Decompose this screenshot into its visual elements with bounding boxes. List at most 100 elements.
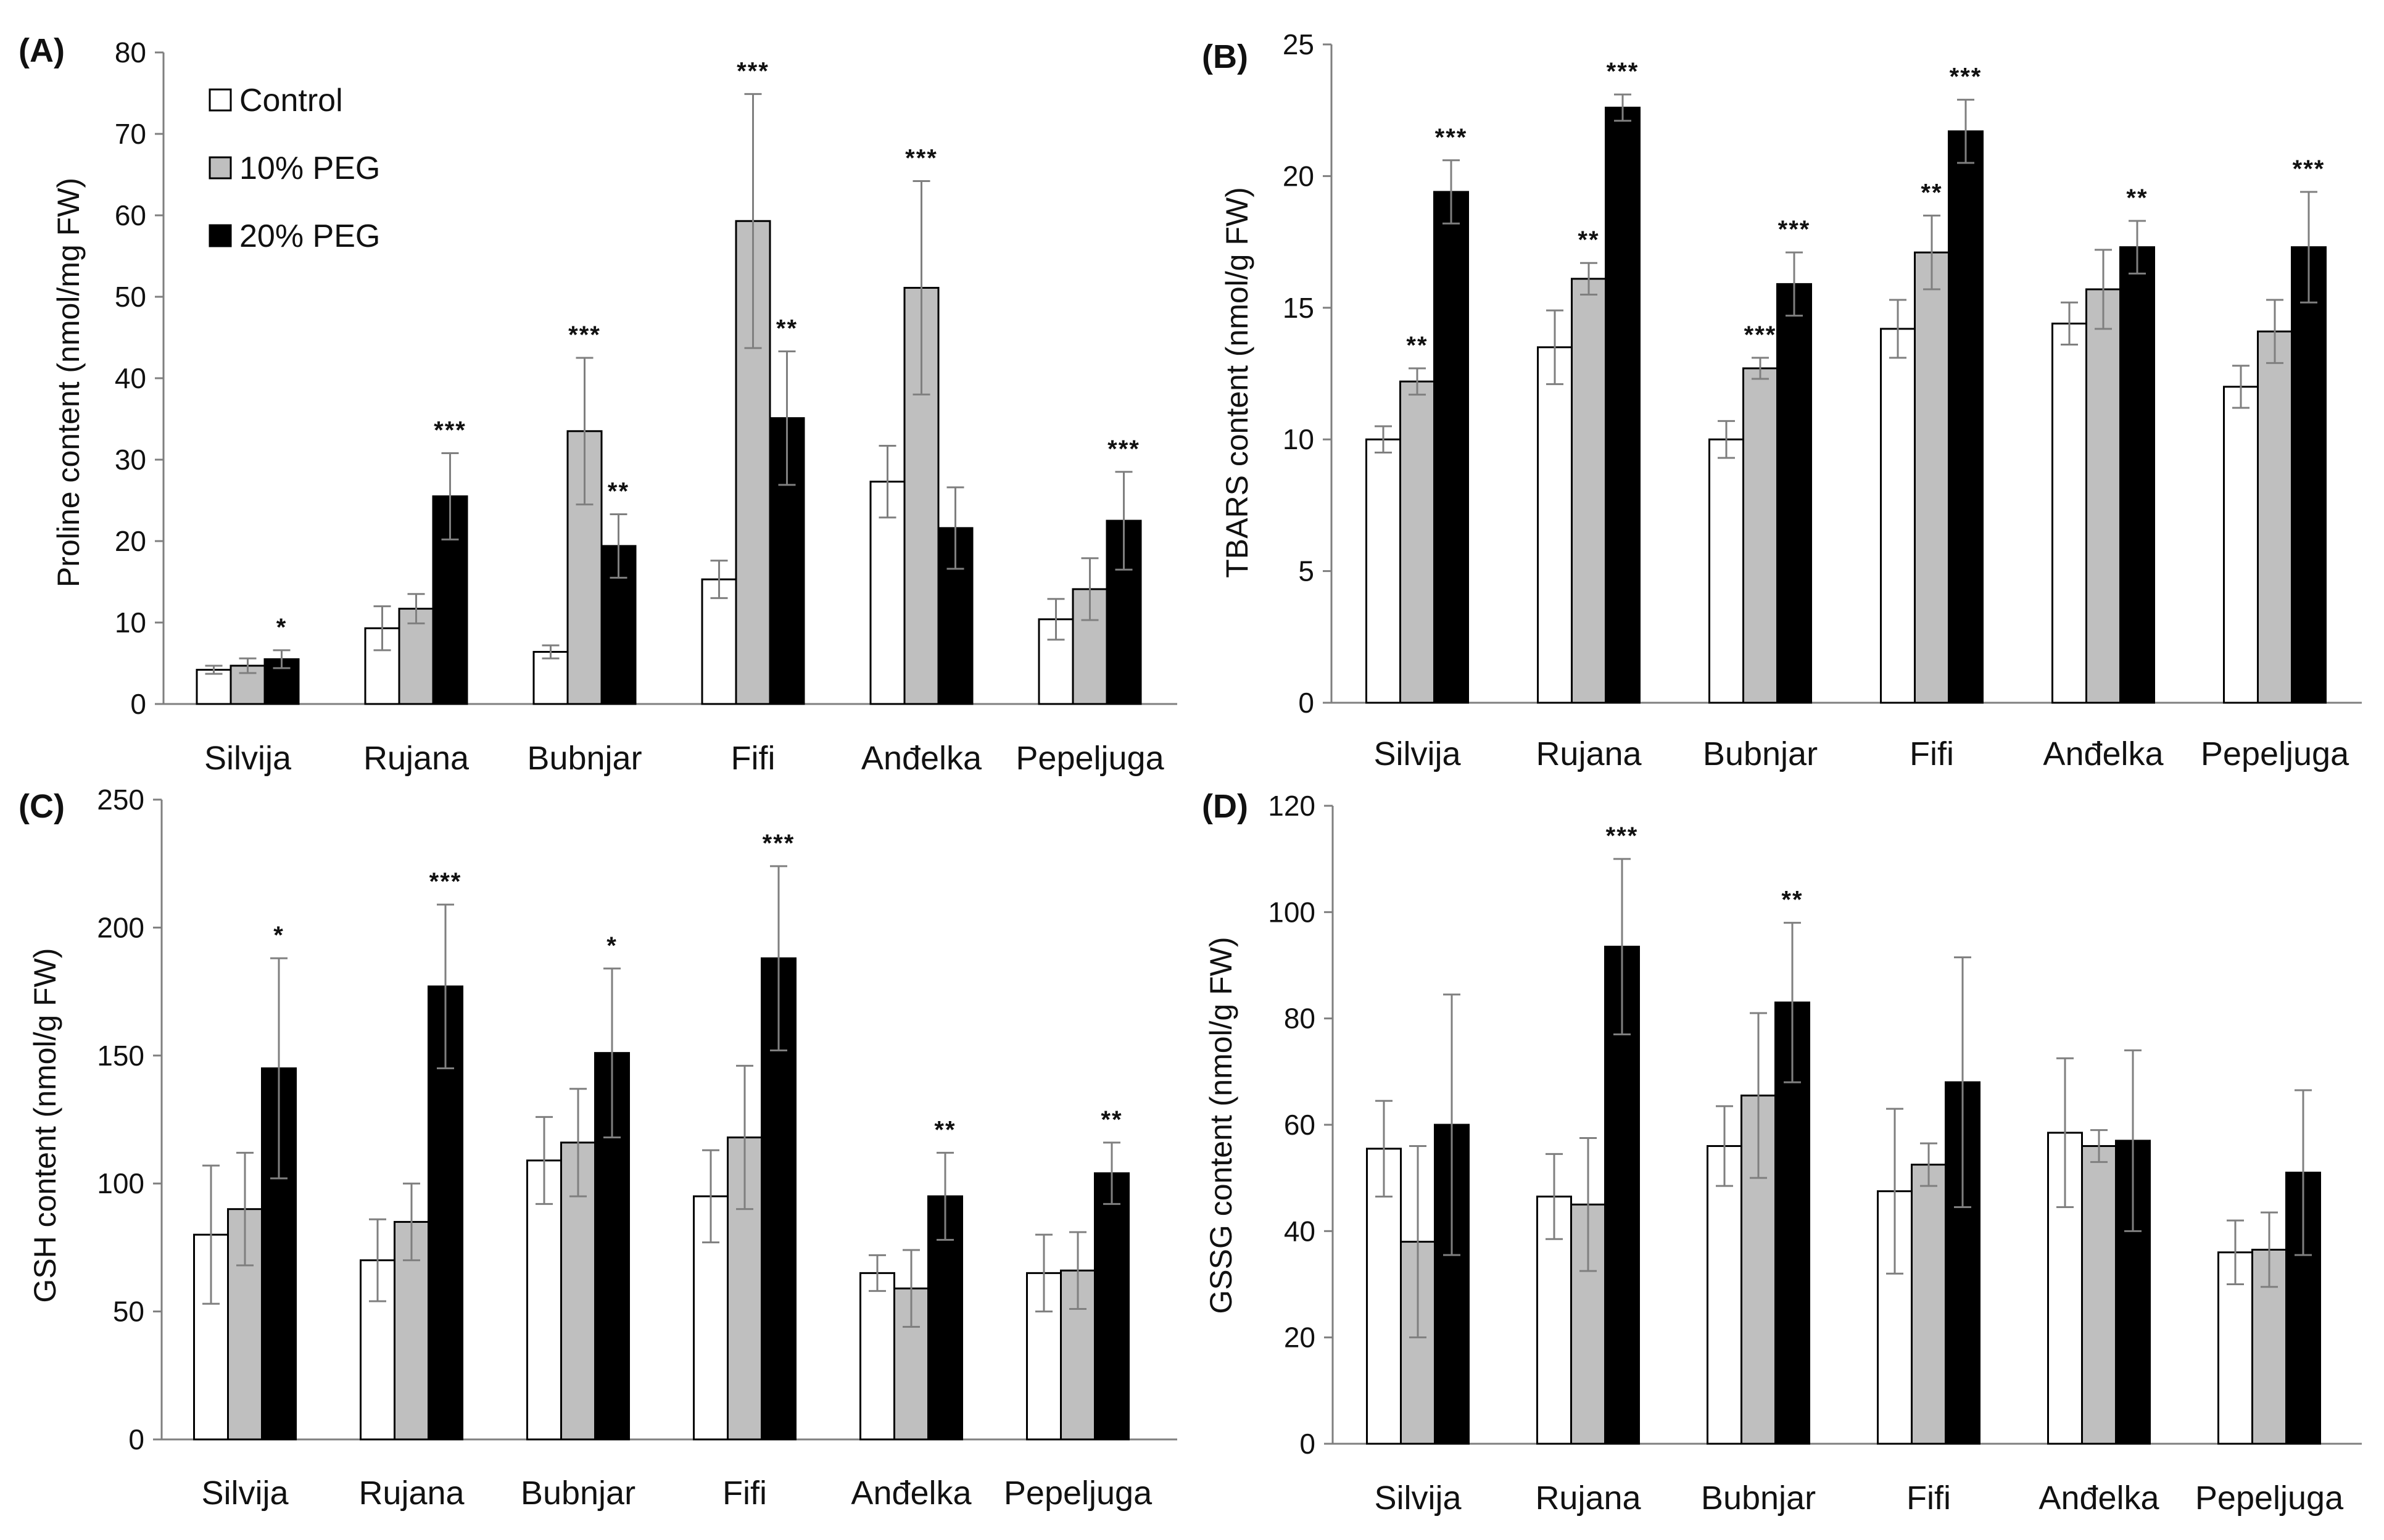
y-tick-label: 0 — [128, 1423, 144, 1455]
panel-b: (B) TBARS content (nmol/g FW) 0 5 10 15 20 25… — [1202, 28, 2362, 772]
significance-label: *** — [429, 868, 462, 895]
y-tick-label: 10 — [115, 606, 146, 639]
y-tick-label: 120 — [1268, 790, 1315, 822]
category-label: Silvija — [1373, 735, 1461, 772]
panel-c-tag: (C) — [19, 788, 65, 825]
significance-label: ** — [1921, 179, 1942, 206]
significance-label: *** — [1744, 321, 1777, 349]
category-label: Fifi — [722, 1475, 767, 1512]
y-tick-label: 150 — [97, 1040, 144, 1072]
category-label: Pepeljuga — [2195, 1480, 2344, 1517]
panel-c-y-axis-title: GSH content (nmol/g FW) — [28, 948, 62, 1302]
category-label: Anđelka — [851, 1475, 972, 1512]
significance-label: *** — [905, 145, 938, 172]
significance-label: * — [606, 932, 618, 959]
panel-b-tag: (B) — [1202, 38, 1248, 75]
significance-label: *** — [1107, 436, 1140, 463]
category-label: Pepeljuga — [1004, 1475, 1153, 1512]
y-tick-label: 50 — [115, 281, 146, 313]
significance-label: *** — [763, 830, 795, 857]
category-label: Pepeljuga — [2201, 735, 2349, 772]
category-label: Bubnjar — [1703, 735, 1818, 772]
significance-label: ** — [934, 1116, 956, 1143]
bar-10-peg — [1914, 251, 1950, 704]
y-tick-label: 0 — [130, 688, 146, 720]
panel-d: (D) GSSG content (nmol/g FW) 0 20 40 60 80 10… — [1202, 788, 2362, 1517]
bar-control — [701, 578, 737, 705]
bar-control — [2217, 1251, 2253, 1445]
significance-label: *** — [434, 416, 466, 444]
bar-control — [1880, 328, 1916, 704]
bar-10-peg — [1911, 1164, 1947, 1445]
bar-control — [196, 669, 232, 705]
significance-label: ** — [776, 315, 798, 342]
category-label: Bubnjar — [521, 1475, 635, 1512]
significance-label: * — [276, 614, 288, 641]
y-tick-label: 0 — [1298, 687, 1314, 719]
category-label: Rujana — [358, 1475, 465, 1512]
significance-label: *** — [1607, 58, 1639, 85]
category-label: Fifi — [1910, 735, 1954, 772]
y-tick-label: 250 — [97, 784, 144, 816]
bar-control — [2051, 322, 2087, 704]
significance-label: *** — [568, 321, 601, 349]
bar-10-peg — [2081, 1145, 2117, 1445]
bar-20-peg — [2119, 246, 2155, 704]
category-label: Silvija — [1374, 1480, 1462, 1517]
bar-20-peg — [1433, 191, 1469, 704]
significance-label: * — [273, 922, 284, 949]
category-label: Fifi — [731, 740, 776, 777]
significance-label: ** — [1578, 226, 1599, 254]
bar-control — [869, 481, 906, 705]
y-tick-label: 20 — [115, 525, 146, 557]
significance-label: ** — [1406, 332, 1428, 359]
legend: Control 10% PEG 20% PEG — [209, 83, 380, 254]
y-tick-label: 100 — [1268, 896, 1315, 928]
bar-20-peg — [1094, 1172, 1130, 1441]
bar-control — [1537, 346, 1573, 704]
category-label: Rujana — [1535, 1480, 1641, 1517]
bar-20-peg — [1948, 130, 1984, 704]
category-label: Bubnjar — [527, 740, 642, 777]
significance-label: *** — [1606, 822, 1639, 850]
category-label: Bubnjar — [1701, 1480, 1816, 1517]
significance-label: *** — [737, 57, 769, 85]
y-tick-label: 70 — [115, 118, 146, 150]
y-tick-label: 40 — [115, 362, 146, 394]
legend-swatch-control — [209, 88, 232, 112]
legend-swatch-20-peg — [209, 224, 232, 247]
significance-label: *** — [1435, 124, 1468, 151]
y-tick-label: 80 — [115, 36, 146, 68]
panel-a-tag: (A) — [19, 32, 65, 69]
bar-10-peg — [398, 608, 434, 705]
y-tick-label: 10 — [1283, 423, 1314, 455]
bar-20-peg — [2291, 246, 2327, 704]
bar-10-peg — [2257, 330, 2293, 704]
significance-label: *** — [2293, 155, 2325, 183]
y-tick-label: 80 — [1284, 1003, 1315, 1035]
bar-control — [1365, 438, 1401, 704]
panel-b-y-axis-title: TBARS content (nmol/g FW) — [1220, 187, 1254, 578]
category-label: Anđelka — [861, 740, 982, 777]
y-tick-label: 20 — [1283, 160, 1314, 192]
bar-10-peg — [2085, 288, 2121, 704]
y-tick-label: 60 — [115, 199, 146, 231]
bar-control — [1026, 1272, 1062, 1441]
significance-label: ** — [2126, 184, 2148, 212]
significance-label: ** — [1781, 887, 1803, 914]
panel-c: (C) GSH content (nmol/g FW) 0 50 100 150 200… — [19, 784, 1177, 1512]
y-tick-label: 30 — [115, 444, 146, 476]
significance-label: *** — [1950, 64, 1982, 91]
y-tick-label: 5 — [1298, 555, 1314, 587]
bar-control — [2223, 386, 2259, 704]
legend-swatch-10-peg — [209, 156, 232, 180]
bar-20-peg — [263, 658, 300, 705]
bar-10-peg — [1742, 367, 1778, 704]
y-tick-label: 100 — [97, 1167, 144, 1199]
bar-control — [532, 651, 569, 705]
y-tick-label: 60 — [1284, 1109, 1315, 1141]
bar-control — [1707, 1145, 1742, 1445]
category-label: Anđelka — [2043, 735, 2164, 772]
bar-10-peg — [1399, 380, 1435, 704]
